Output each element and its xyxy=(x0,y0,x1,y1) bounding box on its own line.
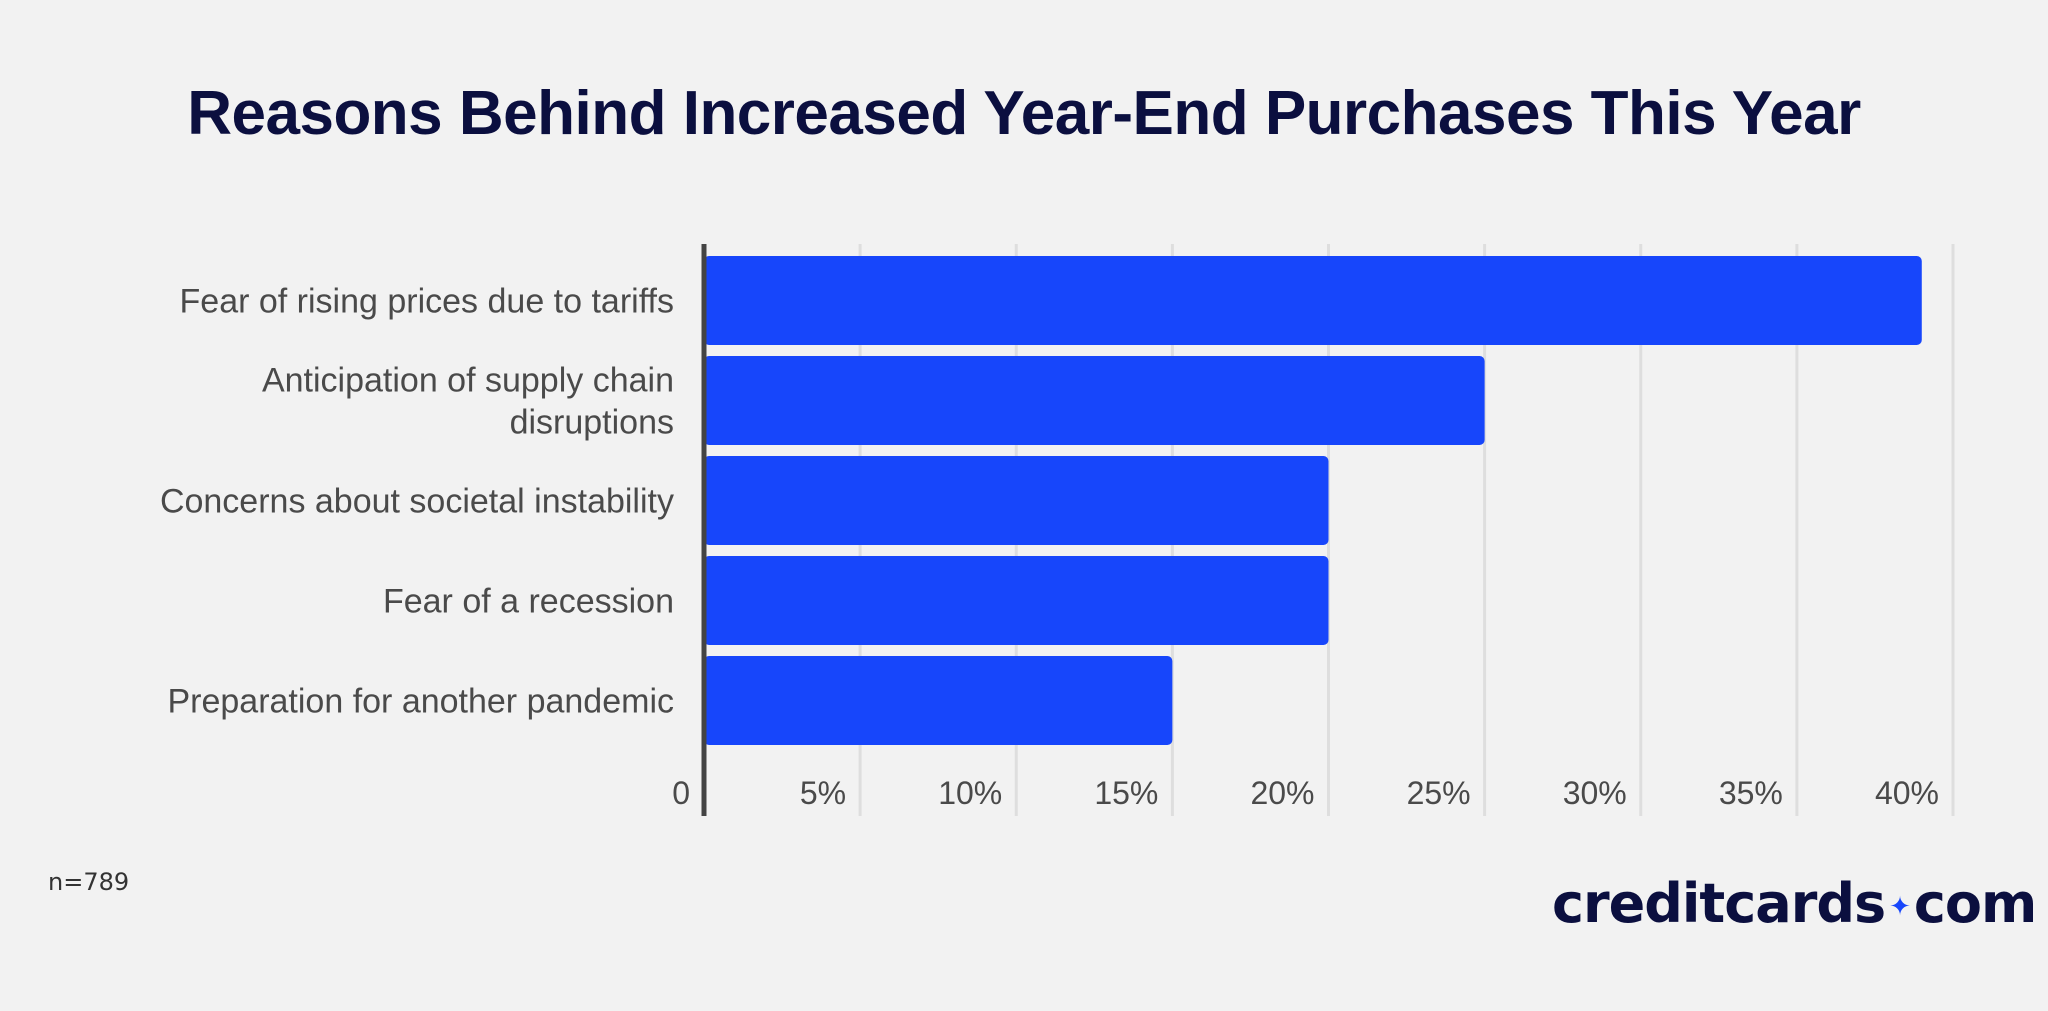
bar xyxy=(704,356,1485,445)
category-label: Anticipation of supply chain xyxy=(262,362,674,400)
bar xyxy=(704,456,1329,545)
logo-text-right: com xyxy=(1913,872,2037,935)
x-tick-label: 0 xyxy=(672,775,690,811)
category-label: disruptions xyxy=(510,404,674,442)
logo-text-left: creditcards xyxy=(1552,872,1886,935)
bar xyxy=(704,656,1173,745)
creditcards-logo: creditcards ✦com xyxy=(1552,872,2037,935)
bar xyxy=(704,556,1329,645)
category-label: Preparation for another pandemic xyxy=(167,683,674,721)
category-label: Fear of a recession xyxy=(383,583,674,621)
x-tick-label: 15% xyxy=(1094,775,1158,811)
bar xyxy=(704,256,1922,345)
x-tick-label: 5% xyxy=(800,775,846,811)
x-tick-label: 30% xyxy=(1563,775,1627,811)
category-label: Fear of rising prices due to tariffs xyxy=(180,283,674,321)
x-tick-label: 35% xyxy=(1719,775,1783,811)
x-tick-label: 20% xyxy=(1250,775,1314,811)
category-label: Concerns about societal instability xyxy=(160,483,674,521)
sample-size-note: n=789 xyxy=(48,868,130,896)
x-tick-label: 40% xyxy=(1875,775,1939,811)
x-tick-label: 10% xyxy=(938,775,1002,811)
chart-title: Reasons Behind Increased Year-End Purcha… xyxy=(187,79,1861,148)
x-tick-label: 25% xyxy=(1407,775,1471,811)
star-icon: ✦ xyxy=(1889,892,1911,923)
